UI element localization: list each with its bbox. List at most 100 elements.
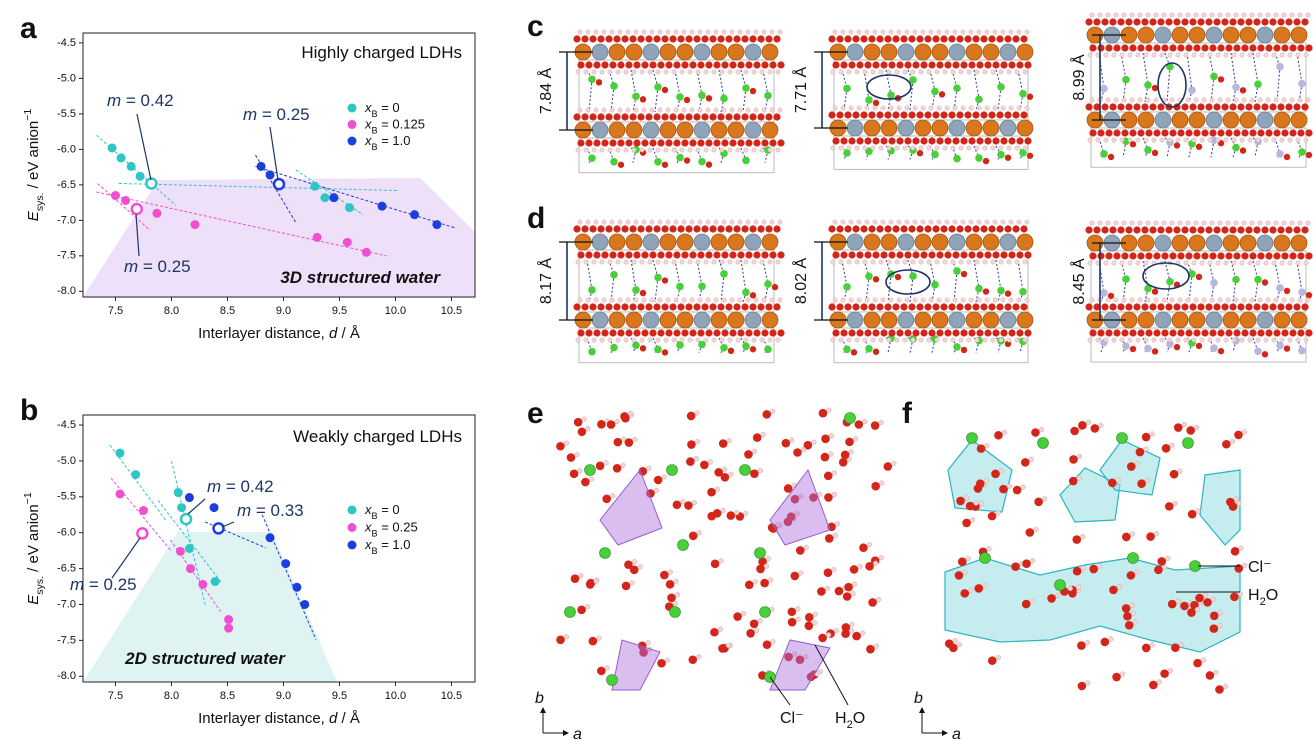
atom-metal (1205, 311, 1223, 329)
atom-h (632, 436, 638, 443)
atom-metal (863, 311, 881, 329)
atom-o (1008, 137, 1016, 145)
atom-o (976, 329, 984, 337)
atom-cl (754, 547, 766, 559)
y-axis-label: Esys. / eV anion−1 (22, 109, 46, 222)
atom-h (888, 29, 894, 35)
atom-o (1233, 329, 1241, 337)
atom-o (1157, 303, 1165, 311)
atom-h (596, 635, 602, 641)
atom-h (631, 147, 637, 153)
atom-o (617, 161, 625, 168)
atom-h (936, 219, 942, 225)
atom-h (976, 297, 982, 303)
atom-h (673, 297, 679, 303)
atom-o (761, 61, 769, 69)
atom-o (629, 225, 637, 233)
y-axis-label: Esys. / eV anion−1 (22, 492, 46, 605)
atom-cl (588, 154, 596, 162)
atom-h (852, 436, 859, 442)
atom-cl (764, 345, 772, 354)
atom-h (1271, 260, 1277, 266)
atom-h (928, 105, 934, 111)
atom-h (872, 297, 878, 303)
atom-h (729, 107, 735, 113)
atom-h (689, 107, 695, 113)
atom-o (1078, 420, 1087, 430)
highlight-ellipse (866, 74, 912, 100)
atom-h (575, 147, 581, 153)
atom-h (775, 259, 781, 265)
atom-o (1269, 303, 1277, 311)
atom-metal (608, 121, 626, 139)
atom-h (1022, 259, 1028, 265)
atom-h (1000, 29, 1006, 35)
atom-h (631, 259, 637, 265)
atom-h (910, 69, 916, 75)
atom-h (968, 219, 974, 225)
atom-h (631, 69, 637, 75)
atom-h (1199, 137, 1205, 143)
hollow-point (212, 522, 225, 535)
atom-h (834, 521, 841, 527)
atom-o (765, 113, 773, 121)
atom-h (657, 29, 663, 35)
atom-o (1233, 129, 1241, 137)
atom-h (625, 219, 631, 225)
point (310, 181, 320, 191)
atom-h (1177, 468, 1183, 474)
atom-metal (1016, 43, 1034, 61)
atom-metal (693, 311, 711, 329)
shaded-region (83, 532, 337, 682)
distance-label: 7.84 Å (536, 68, 555, 115)
atom-o (733, 225, 741, 233)
water-cluster (611, 639, 661, 691)
atom-metal (693, 121, 711, 139)
atom-h (1255, 337, 1261, 343)
atom-o (617, 139, 625, 147)
atom-o (765, 35, 773, 43)
atom-h (1108, 636, 1114, 642)
atom-h (840, 219, 846, 225)
atom-h (745, 29, 751, 35)
atom-h (614, 419, 620, 425)
atom-o (1209, 624, 1219, 633)
atom-o (749, 113, 757, 121)
atom-o (980, 225, 988, 233)
h-bond (1276, 66, 1281, 103)
atom-o (593, 329, 601, 337)
atom-h (1115, 477, 1121, 483)
atom-o (924, 225, 932, 233)
atom-h (583, 147, 589, 153)
atom-h (575, 337, 581, 343)
atom-h (1095, 137, 1101, 143)
atom-o (609, 61, 617, 69)
atom-o (988, 225, 996, 233)
atom-h (1022, 69, 1028, 75)
atom-o (1072, 535, 1082, 544)
atom-o (741, 303, 749, 311)
atom-o (681, 329, 689, 337)
atom-o (840, 251, 848, 259)
atom-cl (588, 347, 596, 356)
atom-o (601, 139, 609, 147)
atom-o (1125, 103, 1133, 111)
atom-o (1185, 44, 1193, 52)
atom-metal (1222, 311, 1240, 329)
atom-h (1172, 500, 1178, 506)
atom-h (1263, 337, 1269, 343)
atom-o (1177, 252, 1185, 260)
legend-label: xB = 0 (364, 502, 400, 521)
atom-h (1143, 137, 1149, 143)
label-leader (769, 676, 791, 706)
atom-o (1024, 61, 1032, 69)
atom-o (705, 61, 713, 69)
atom-o (621, 303, 629, 311)
panel-label: c (527, 10, 544, 43)
atom-o (968, 329, 976, 337)
atom-h (583, 69, 589, 75)
atom-h (1008, 29, 1014, 35)
atom-h (752, 579, 758, 585)
atom-o (790, 571, 800, 581)
atom-o (1245, 303, 1253, 311)
